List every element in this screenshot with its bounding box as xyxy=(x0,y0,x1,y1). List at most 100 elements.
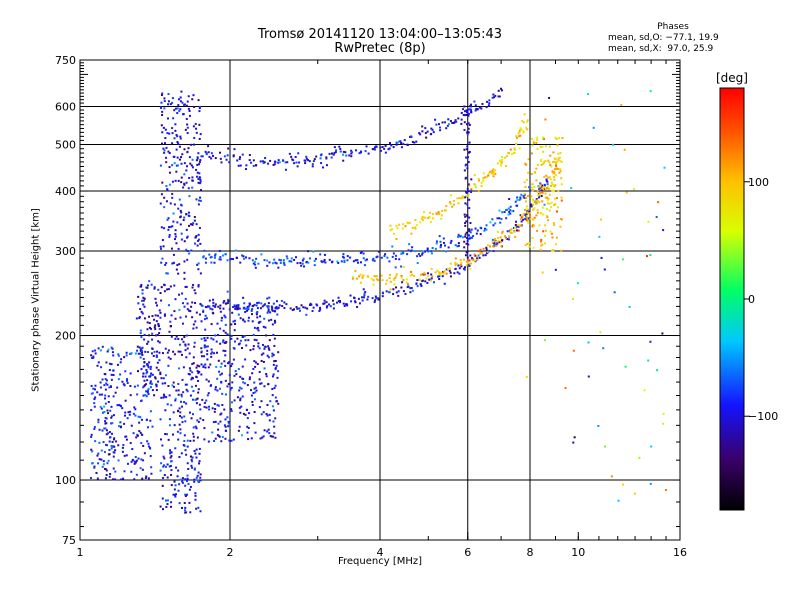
data-point xyxy=(373,148,376,151)
data-point xyxy=(191,371,194,374)
data-point xyxy=(219,256,222,259)
data-point xyxy=(93,425,96,428)
data-point xyxy=(188,109,191,112)
data-point xyxy=(463,148,466,151)
data-point xyxy=(541,271,544,274)
data-point xyxy=(100,366,103,369)
data-point xyxy=(91,356,94,359)
data-point xyxy=(212,301,215,304)
data-point xyxy=(110,444,113,447)
data-point xyxy=(283,307,286,310)
data-point xyxy=(226,290,229,293)
data-point xyxy=(441,121,444,124)
data-point xyxy=(103,427,106,430)
data-point xyxy=(460,118,463,121)
data-point xyxy=(197,506,200,509)
data-point xyxy=(164,263,167,266)
data-point xyxy=(356,261,359,264)
data-point xyxy=(233,399,236,402)
data-point xyxy=(143,361,146,364)
data-point xyxy=(154,334,157,337)
data-point xyxy=(227,300,230,303)
data-point xyxy=(363,292,366,295)
data-point xyxy=(160,142,163,145)
data-point xyxy=(546,187,549,190)
data-point xyxy=(524,218,527,221)
data-point xyxy=(232,258,235,261)
x-tick-label: 6 xyxy=(464,546,471,559)
data-point xyxy=(319,253,322,256)
data-point xyxy=(161,113,164,116)
data-point xyxy=(285,255,288,258)
data-point xyxy=(186,235,189,238)
data-point xyxy=(159,292,162,295)
data-point xyxy=(204,257,207,260)
data-point xyxy=(113,437,116,440)
data-point xyxy=(328,258,331,261)
data-point xyxy=(155,320,158,323)
data-point xyxy=(222,254,225,257)
data-point xyxy=(180,156,183,159)
data-point xyxy=(255,313,258,316)
data-point xyxy=(360,251,363,254)
data-point xyxy=(186,165,189,168)
data-point xyxy=(193,478,196,481)
data-point xyxy=(533,171,536,174)
data-point xyxy=(137,302,140,305)
data-point xyxy=(544,160,547,163)
data-point xyxy=(541,191,544,194)
data-point xyxy=(219,310,222,313)
data-point xyxy=(541,200,544,203)
data-point xyxy=(531,189,534,192)
data-point xyxy=(456,245,459,248)
data-point xyxy=(389,224,392,227)
data-point xyxy=(444,244,447,247)
data-point xyxy=(182,340,185,343)
data-point xyxy=(470,188,473,191)
data-point xyxy=(242,318,245,321)
data-point xyxy=(163,457,166,460)
data-point xyxy=(300,304,303,307)
data-point xyxy=(199,473,202,476)
data-point xyxy=(555,167,558,170)
data-point xyxy=(163,314,166,317)
data-point xyxy=(239,164,242,167)
data-point xyxy=(468,198,471,201)
data-point xyxy=(97,421,100,424)
data-point xyxy=(405,281,408,284)
data-point xyxy=(203,344,206,347)
data-point xyxy=(109,409,112,412)
data-point xyxy=(130,460,133,463)
data-point xyxy=(188,309,191,312)
data-point xyxy=(409,135,412,138)
data-point xyxy=(500,239,503,242)
data-point xyxy=(480,185,483,188)
data-point xyxy=(430,267,433,270)
data-point xyxy=(201,398,204,401)
data-point xyxy=(274,417,277,420)
data-point xyxy=(178,502,181,505)
data-point xyxy=(507,207,510,210)
data-point xyxy=(248,257,251,260)
data-point xyxy=(333,146,336,149)
data-point xyxy=(473,253,476,256)
data-point xyxy=(533,207,536,210)
data-point xyxy=(137,415,140,418)
data-point xyxy=(133,385,136,388)
data-point xyxy=(220,316,223,319)
data-point xyxy=(467,112,470,115)
data-point xyxy=(305,157,308,160)
data-point xyxy=(194,242,197,245)
data-point xyxy=(487,174,490,177)
data-point xyxy=(265,373,268,376)
data-point xyxy=(482,254,485,257)
data-point xyxy=(447,118,450,121)
data-point xyxy=(221,435,224,438)
data-point xyxy=(661,332,664,335)
data-point xyxy=(350,300,353,303)
data-point xyxy=(257,301,260,304)
data-point xyxy=(510,231,513,234)
data-point xyxy=(198,110,201,113)
data-point xyxy=(148,446,151,449)
data-point xyxy=(536,190,539,193)
